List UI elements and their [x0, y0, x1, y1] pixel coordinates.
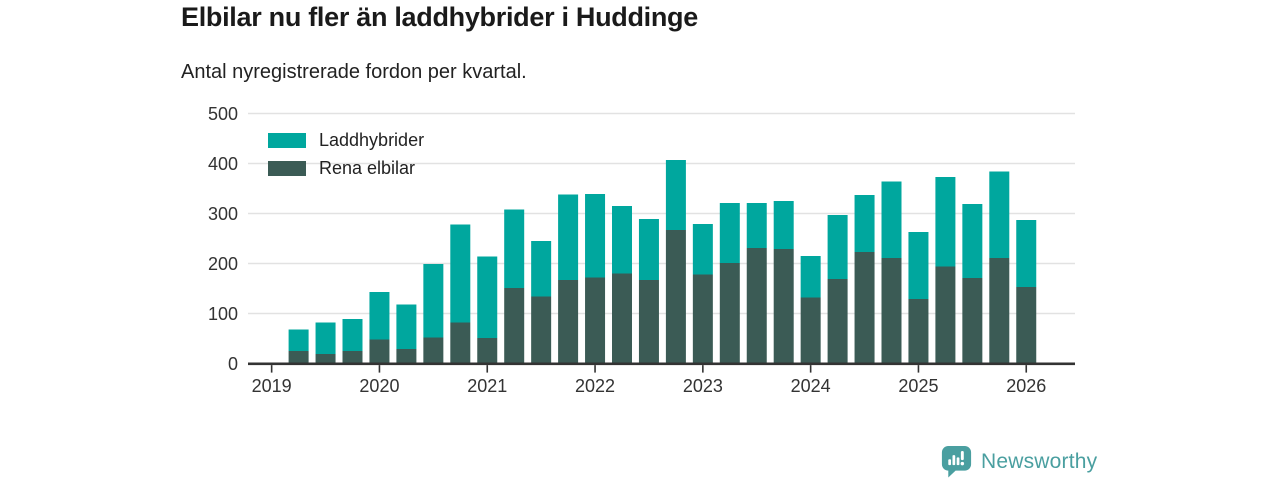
- x-tick-label-2022: 2022: [575, 376, 615, 396]
- brand-logo: Newsworthy: [941, 445, 1097, 478]
- bar-2022-Q3-laddhybrider: [665, 160, 686, 230]
- x-tick-label-2024: 2024: [791, 376, 831, 396]
- x-tick-2023: [702, 365, 704, 373]
- x-tick-2024: [809, 365, 812, 373]
- x-tick-label-2021: 2021: [467, 376, 507, 396]
- x-tick-label-2026: 2026: [1006, 376, 1046, 396]
- bar-2020-Q2-rena-elbilar: [423, 337, 444, 364]
- bar-2024-Q1-rena-elbilar: [827, 279, 848, 364]
- bar-2024-Q4-laddhybrider: [908, 232, 929, 299]
- bar-2024-Q3-rena-elbilar: [881, 258, 902, 364]
- bar-2025-Q3-rena-elbilar: [989, 258, 1010, 364]
- x-tick-2022: [594, 365, 596, 373]
- x-tick-2025: [917, 365, 920, 373]
- bar-2021-Q4-laddhybrider: [585, 194, 606, 278]
- bar-2023-Q2-rena-elbilar: [746, 248, 767, 364]
- bar-2020-Q4-laddhybrider: [477, 256, 498, 338]
- x-tick-label-2019: 2019: [252, 376, 292, 396]
- x-tick-label-2025: 2025: [898, 376, 938, 396]
- bar-2020-Q1-laddhybrider: [396, 304, 417, 349]
- y-tick-label-0: 0: [228, 354, 238, 374]
- bar-2025-Q4-laddhybrider: [1016, 220, 1037, 287]
- bar-2025-Q3-laddhybrider: [989, 171, 1010, 258]
- bar-2022-Q3-rena-elbilar: [665, 230, 686, 364]
- x-axis-line: [248, 362, 1075, 366]
- bar-2025-Q2-rena-elbilar: [962, 278, 983, 364]
- bar-2019-Q4-laddhybrider: [369, 292, 390, 340]
- bar-2021-Q2-rena-elbilar: [531, 296, 552, 364]
- bar-2021-Q4-rena-elbilar: [585, 277, 606, 364]
- bar-2020-Q1-rena-elbilar: [396, 349, 417, 364]
- y-tick-label-400: 400: [208, 154, 238, 174]
- bar-2021-Q2-laddhybrider: [531, 241, 552, 297]
- x-tick-2019: [270, 365, 273, 373]
- bar-2023-Q3-laddhybrider: [773, 201, 794, 249]
- bar-2023-Q1-rena-elbilar: [719, 263, 740, 364]
- y-tick-label-300: 300: [208, 204, 238, 224]
- bar-2024-Q1-laddhybrider: [827, 215, 848, 279]
- x-tick-2020: [378, 365, 381, 373]
- bar-2023-Q4-rena-elbilar: [800, 297, 821, 364]
- bar-2021-Q1-rena-elbilar: [504, 288, 525, 364]
- legend-label-laddhybrider: Laddhybrider: [319, 130, 425, 150]
- bar-2023-Q3-rena-elbilar: [773, 249, 794, 364]
- bar-2022-Q1-laddhybrider: [612, 206, 632, 274]
- bar-2024-Q2-rena-elbilar: [854, 252, 875, 364]
- legend-item-laddhybrider: Laddhybrider: [268, 130, 425, 150]
- newsworthy-logo-icon: [941, 446, 972, 478]
- y-tick-label-500: 500: [208, 104, 238, 124]
- chart-title: Elbilar nu fler än laddhybrider i Huddin…: [181, 2, 698, 32]
- bar-2022-Q2-laddhybrider: [638, 219, 659, 280]
- legend-label-rena-elbilar: Rena elbilar: [319, 158, 416, 178]
- bar-2019-Q1-rena-elbilar: [288, 351, 309, 364]
- bar-2022-Q1-rena-elbilar: [612, 273, 632, 364]
- bar-2019-Q2-laddhybrider: [315, 322, 336, 354]
- bar-2025-Q4-rena-elbilar: [1016, 287, 1037, 364]
- legend-item-rena-elbilar: Rena elbilar: [268, 158, 424, 178]
- bar-2024-Q2-laddhybrider: [854, 195, 875, 252]
- bar-2021-Q1-laddhybrider: [504, 209, 525, 288]
- bar-2019-Q3-rena-elbilar: [342, 351, 363, 364]
- legend-swatch-laddhybrider: [268, 132, 306, 148]
- bar-2021-Q3-rena-elbilar: [558, 280, 579, 364]
- bar-2020-Q2-laddhybrider: [423, 264, 444, 338]
- bar-2020-Q3-laddhybrider: [450, 224, 471, 323]
- x-tick-2021: [486, 365, 489, 373]
- bar-2020-Q4-rena-elbilar: [477, 338, 498, 364]
- bar-2021-Q3-laddhybrider: [558, 194, 579, 280]
- legend: Laddhybrider Rena elbilar: [268, 130, 425, 178]
- y-tick-label-200: 200: [208, 254, 238, 274]
- bar-2025-Q1-rena-elbilar: [935, 266, 956, 364]
- bar-2022-Q4-laddhybrider: [692, 224, 713, 275]
- bar-2019-Q2-rena-elbilar: [315, 354, 336, 364]
- bar-2024-Q3-laddhybrider: [881, 181, 902, 258]
- x-tick-label-2023: 2023: [683, 376, 723, 396]
- bar-2024-Q4-rena-elbilar: [908, 299, 929, 364]
- x-tick-2026: [1025, 365, 1028, 373]
- bar-2022-Q4-rena-elbilar: [692, 274, 713, 364]
- bar-2019-Q4-rena-elbilar: [369, 339, 390, 364]
- bar-2019-Q3-laddhybrider: [342, 319, 363, 351]
- chart-subtitle: Antal nyregistrerade fordon per kvartal.: [181, 61, 527, 83]
- bar-2023-Q1-laddhybrider: [719, 203, 740, 263]
- bar-2022-Q2-rena-elbilar: [638, 280, 659, 364]
- bar-2023-Q4-laddhybrider: [800, 256, 821, 298]
- x-tick-label-2020: 2020: [359, 376, 399, 396]
- legend-swatch-rena-elbilar: [268, 160, 306, 176]
- bar-2020-Q3-rena-elbilar: [450, 322, 471, 364]
- bar-2019-Q1-laddhybrider: [288, 329, 309, 351]
- bar-2025-Q2-laddhybrider: [962, 204, 983, 278]
- brand-name: Newsworthy: [981, 449, 1098, 473]
- y-tick-label-100: 100: [208, 304, 238, 324]
- bar-2025-Q1-laddhybrider: [935, 177, 956, 267]
- bar-2023-Q2-laddhybrider: [746, 203, 767, 248]
